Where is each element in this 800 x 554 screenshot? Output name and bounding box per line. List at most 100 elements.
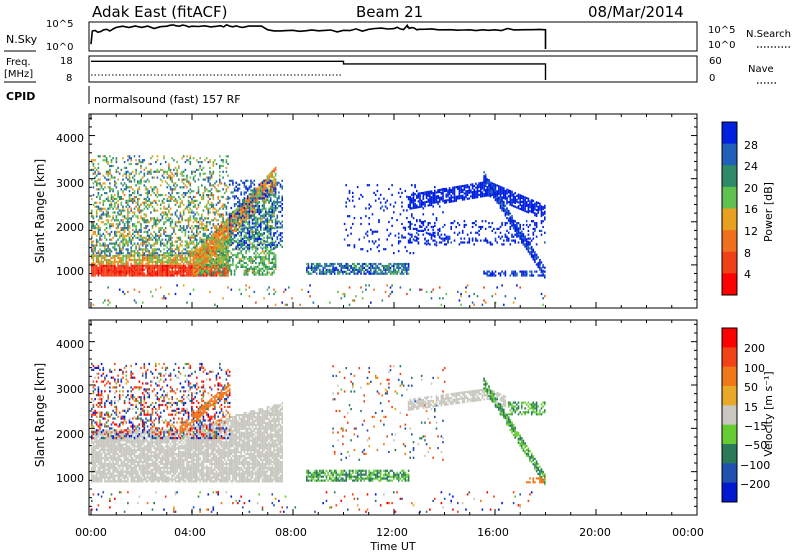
data-cell xyxy=(255,211,257,214)
data-cell xyxy=(360,248,362,251)
data-cell xyxy=(207,221,210,224)
data-cell xyxy=(97,240,100,243)
data-cell xyxy=(409,222,411,225)
data-cell xyxy=(148,190,150,193)
data-cell xyxy=(340,266,343,269)
data-cell xyxy=(128,236,131,239)
data-cell xyxy=(274,178,277,181)
data-cell xyxy=(373,191,375,194)
data-cell xyxy=(118,234,121,237)
data-cell xyxy=(173,159,175,162)
data-cell xyxy=(258,189,260,192)
data-cell xyxy=(135,301,137,304)
data-cell xyxy=(227,217,229,220)
data-cell xyxy=(214,255,216,258)
data-cell xyxy=(153,266,155,269)
data-cell xyxy=(189,162,192,166)
data-cell xyxy=(192,211,195,214)
data-cell xyxy=(97,252,100,255)
data-cell xyxy=(274,172,277,175)
data-cell xyxy=(261,181,264,184)
data-cell xyxy=(207,211,210,214)
data-cell xyxy=(209,211,211,214)
data-cell xyxy=(384,268,387,271)
data-cell xyxy=(384,264,387,268)
data-cell xyxy=(164,274,167,277)
data-cell xyxy=(184,256,187,260)
data-cell xyxy=(104,213,106,216)
data-cell xyxy=(274,244,277,247)
data-cell xyxy=(191,240,193,243)
data-cell xyxy=(156,242,159,245)
data-cell xyxy=(194,238,196,241)
data-cell xyxy=(158,194,160,197)
data-cell xyxy=(117,225,119,228)
data-cell xyxy=(141,201,144,204)
data-cell xyxy=(422,233,425,236)
data-cell xyxy=(117,166,119,169)
data-cell xyxy=(123,270,126,273)
data-cell xyxy=(127,170,129,173)
data-cell xyxy=(153,260,155,263)
data-cell xyxy=(92,164,95,168)
data-cell xyxy=(130,197,132,201)
data-cell xyxy=(150,168,152,171)
data-cell xyxy=(438,205,441,208)
data-cell xyxy=(219,239,221,242)
data-cell xyxy=(274,256,277,259)
data-cell xyxy=(196,253,198,257)
data-cell xyxy=(194,205,196,208)
data-cell xyxy=(268,242,270,245)
data-cell xyxy=(146,244,149,247)
data-cell xyxy=(122,205,124,208)
data-cell xyxy=(92,256,95,260)
data-cell xyxy=(127,260,129,263)
data-cell xyxy=(466,186,469,189)
data-cell xyxy=(281,203,283,206)
data-cell xyxy=(215,235,218,238)
data-cell xyxy=(181,178,183,181)
data-cell xyxy=(91,250,93,253)
data-cell xyxy=(404,226,407,229)
data-cell xyxy=(117,254,119,257)
data-cell xyxy=(263,193,265,196)
data-cell xyxy=(199,267,201,271)
data-cell xyxy=(227,228,229,232)
data-cell xyxy=(171,157,173,160)
data-cell xyxy=(141,270,144,273)
data-cell xyxy=(266,267,269,270)
data-cell xyxy=(219,258,221,261)
data-cell xyxy=(442,188,444,191)
data-cell xyxy=(261,185,264,188)
data-cell xyxy=(137,268,139,271)
data-cell xyxy=(438,198,441,201)
data-cell xyxy=(184,274,187,277)
data-cell xyxy=(210,258,213,262)
data-cell xyxy=(117,274,119,277)
data-cell xyxy=(401,222,403,226)
data-cell xyxy=(269,214,272,217)
data-cell xyxy=(176,209,178,212)
data-cell xyxy=(202,234,205,237)
data-cell xyxy=(205,241,208,244)
data-cell xyxy=(260,186,262,189)
data-cell xyxy=(201,223,203,226)
data-cell xyxy=(409,225,411,229)
data-cell xyxy=(143,159,146,162)
data-cell xyxy=(466,284,469,287)
data-cell xyxy=(158,270,160,273)
data-cell xyxy=(187,234,190,237)
data-cell xyxy=(140,211,142,214)
data-cell xyxy=(166,270,169,273)
data-cell xyxy=(95,260,98,263)
data-cell xyxy=(209,223,211,226)
data-cell xyxy=(420,222,423,225)
data-cell xyxy=(155,209,157,212)
data-cell xyxy=(242,181,244,184)
data-cell xyxy=(133,207,136,210)
data-cell xyxy=(192,178,195,181)
data-cell xyxy=(269,245,272,248)
data-cell xyxy=(276,236,279,239)
data-cell xyxy=(192,274,195,278)
data-cell xyxy=(219,174,221,177)
